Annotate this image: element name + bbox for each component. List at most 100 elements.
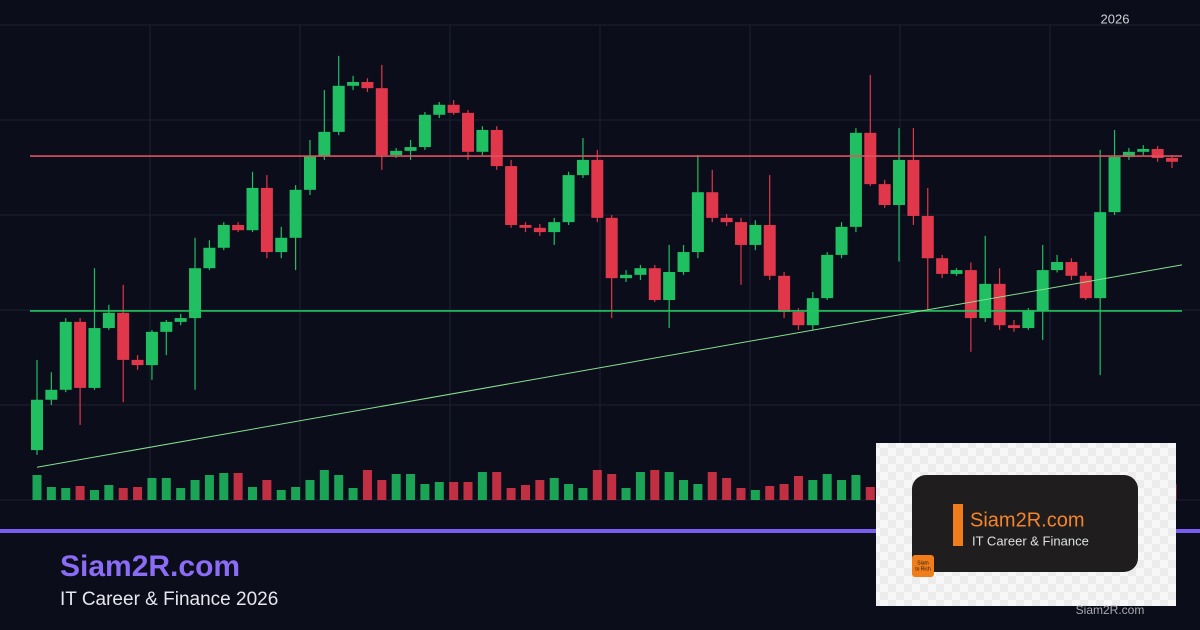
candle-body [734, 222, 747, 245]
volume-bar [434, 482, 444, 500]
volume-bar [549, 478, 559, 500]
volume-bar [406, 474, 416, 500]
volume-bar [219, 473, 229, 500]
volume-bar [506, 488, 516, 500]
candle-body [217, 224, 230, 248]
year-label: 2026 [1101, 11, 1130, 26]
volume-bar [190, 480, 200, 500]
candle-body [31, 399, 43, 451]
volume-bar [750, 490, 760, 500]
candle-body [275, 237, 288, 253]
candle-body [303, 156, 316, 190]
volume-bar [104, 485, 114, 500]
divider [0, 529, 1200, 533]
volume-bar [133, 487, 143, 500]
candle-body [88, 328, 101, 388]
footer-brand: Siam2R.com [60, 550, 240, 583]
volume-bar [707, 472, 717, 500]
candle-body [505, 166, 518, 225]
volume-bar [118, 488, 128, 500]
candle-body [1151, 148, 1164, 158]
volume-bar [578, 488, 588, 500]
volume-bar [248, 487, 258, 500]
volume-bar [305, 480, 315, 500]
volume-bar [822, 474, 832, 500]
volume-bar [420, 484, 430, 500]
card-brand: Siam2R.com [970, 509, 1084, 531]
candle-body [1051, 262, 1064, 271]
volume-bar [204, 475, 214, 500]
candle-body [462, 112, 475, 152]
volume-bar [291, 487, 301, 500]
candle-body [533, 227, 546, 233]
candle-body [59, 321, 72, 390]
volume-bar [592, 470, 602, 500]
candle-body [893, 159, 906, 206]
volume-bar [176, 488, 186, 500]
volume-bar [348, 488, 358, 500]
volume-bar [233, 473, 243, 500]
candle-body [720, 217, 733, 223]
candle-body [318, 131, 331, 157]
volume-bar [520, 485, 530, 500]
candle-body [620, 274, 633, 279]
logo-card: Siam2R.com IT Career & Finance Siam to R… [876, 443, 1176, 617]
candle-body [792, 311, 805, 326]
volume-bar [377, 480, 387, 500]
candle-body [1022, 310, 1035, 329]
volume-bar [75, 486, 85, 500]
candle-body [663, 272, 676, 301]
card-logo [912, 555, 934, 577]
volume-bar [147, 478, 157, 500]
volume-bar [736, 488, 746, 500]
volume-bar [319, 470, 329, 500]
volume-bar [650, 470, 660, 500]
candle-body [835, 226, 848, 255]
volume-bar [46, 487, 56, 500]
volume-bar [535, 480, 545, 500]
candle-body [849, 132, 862, 227]
volume-bar [865, 487, 875, 500]
candle-body [332, 85, 345, 132]
volume-bar [808, 480, 818, 500]
candle-body [131, 359, 144, 366]
volume-bar [477, 472, 487, 500]
candle-body [203, 247, 216, 269]
candle-body [907, 159, 920, 216]
candle-body [1166, 158, 1178, 162]
candle-body [102, 312, 115, 329]
candle-body [878, 184, 891, 206]
candle-body [476, 129, 489, 152]
candle-body [1065, 262, 1078, 276]
volume-bar [61, 488, 71, 500]
card-tagline: IT Career & Finance [972, 533, 1089, 548]
candle-body [562, 175, 575, 223]
candle-body [1137, 148, 1150, 152]
volume-bar [679, 480, 689, 500]
logo-top: Siam [917, 560, 928, 566]
candle-body [1007, 325, 1020, 329]
volume-bar [362, 470, 372, 500]
volume-bar [693, 484, 703, 500]
candle-body [677, 252, 690, 272]
candle-body [347, 82, 360, 86]
volume-bar [607, 474, 617, 500]
trendline [36, 264, 1183, 468]
candle-body [375, 88, 388, 156]
volume-bar [837, 480, 847, 500]
candle-body [390, 150, 403, 156]
candle-body [648, 268, 661, 301]
candle-body [1108, 157, 1121, 213]
volume-bar [391, 474, 401, 500]
candle-body [289, 189, 302, 238]
candle-body [821, 254, 834, 299]
candle-body [1094, 212, 1107, 299]
volume-bar [262, 480, 272, 500]
candle-body [433, 104, 446, 115]
candle-body [864, 132, 877, 185]
watermark: Siam2R.com [1076, 603, 1145, 617]
candle-body [117, 312, 130, 360]
volume-bar [32, 475, 42, 500]
